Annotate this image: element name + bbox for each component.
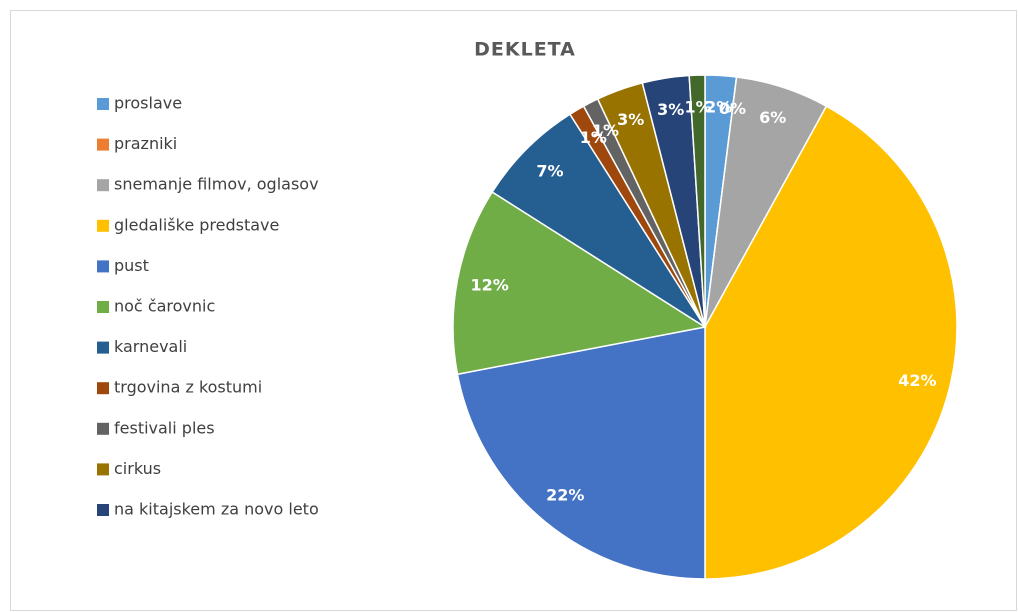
- legend-swatch: [97, 260, 109, 273]
- legend-label: pust: [114, 256, 149, 275]
- data-label: 1%: [580, 128, 607, 147]
- legend-swatch: [97, 422, 109, 435]
- legend-label: festivali ples: [114, 418, 215, 437]
- pie-slice: [704, 105, 958, 580]
- legend-swatch: [97, 341, 109, 354]
- data-label: 3%: [617, 110, 644, 129]
- legend-swatch: [97, 179, 109, 192]
- chart-title: DEKLETA: [474, 39, 576, 61]
- legend-swatch: [97, 301, 109, 313]
- data-label: 3%: [657, 100, 684, 119]
- legend-label: na kitajskem za novo leto: [114, 500, 319, 519]
- legend-label: prazniki: [114, 134, 177, 153]
- data-label: 2%: [705, 98, 732, 117]
- legend-label: cirkus: [114, 459, 161, 478]
- legend-swatch: [97, 382, 109, 395]
- data-label: 1%: [685, 97, 712, 116]
- pie-slice: [456, 326, 706, 580]
- legend-swatch: [97, 504, 109, 516]
- data-label: 42%: [898, 371, 936, 390]
- data-label: 22%: [546, 485, 584, 504]
- pie-slice: [688, 74, 706, 328]
- data-label: 1%: [592, 121, 619, 140]
- data-label: 6%: [759, 108, 786, 127]
- pie-slice: [491, 113, 706, 328]
- legend-label: trgovina z kostumi: [114, 378, 262, 397]
- legend-label: proslave: [114, 94, 182, 113]
- legend-swatch: [97, 463, 109, 476]
- data-label: 0%: [719, 99, 746, 118]
- data-label: 12%: [470, 275, 508, 294]
- legend-swatch: [97, 98, 109, 110]
- legend-label: noč čarovnic: [114, 297, 215, 316]
- legend-swatch: [97, 219, 109, 232]
- data-label: 7%: [536, 161, 563, 180]
- legend-label: karnevali: [114, 337, 187, 356]
- legend-label: snemanje filmov, oglasov: [114, 175, 319, 194]
- pie-slice: [452, 190, 708, 376]
- legend-swatch: [97, 138, 109, 151]
- legend-label: gledališke predstave: [114, 215, 279, 234]
